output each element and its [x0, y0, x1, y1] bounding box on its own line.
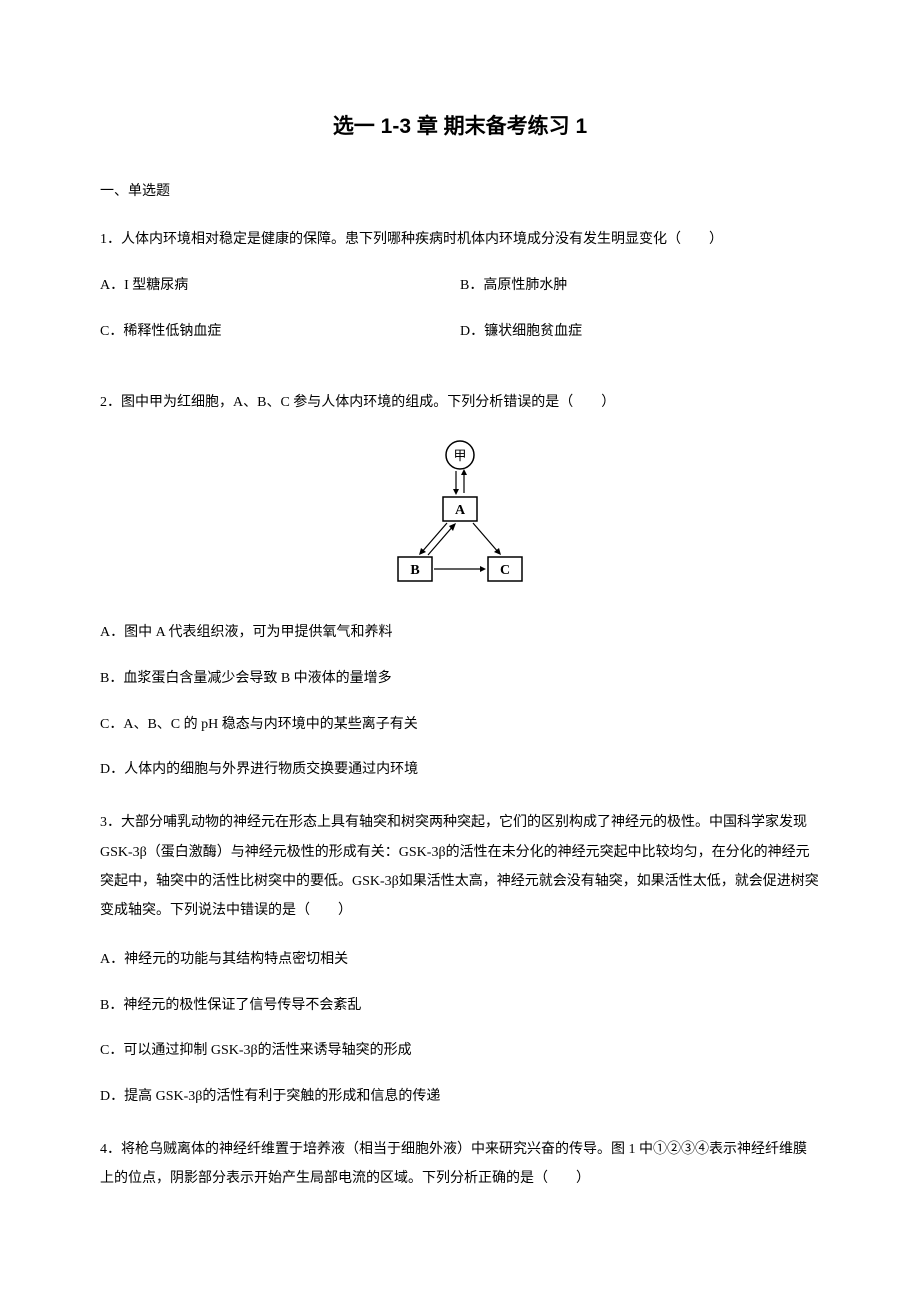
- node-b-label: B: [410, 563, 419, 578]
- node-jia-label: 甲: [453, 448, 466, 463]
- page-title: 选一 1-3 章 期末备考练习 1: [100, 110, 820, 140]
- question-1-text: 1．人体内环境相对稳定是健康的保障。患下列哪种疾病时机体内环境成分没有发生明显变…: [100, 228, 820, 252]
- question-2-option-c: C．A、B、C 的 pH 稳态与内环境中的某些离子有关: [100, 713, 820, 737]
- node-a-label: A: [455, 503, 466, 518]
- question-4: 4．将枪乌贼离体的神经纤维置于培养液（相当于细胞外液）中来研究兴奋的传导。图 1…: [100, 1135, 820, 1194]
- question-2-diagram: 甲 A B C: [100, 437, 820, 596]
- question-1-options: A．I 型糖尿病 B．高原性肺水肿 C．稀释性低钠血症 D．镰状细胞贫血症: [100, 274, 820, 366]
- question-3-text: 3．大部分哺乳动物的神经元在形态上具有轴突和树突两种突起，它们的区别构成了神经元…: [100, 808, 820, 926]
- question-4-text: 4．将枪乌贼离体的神经纤维置于培养液（相当于细胞外液）中来研究兴奋的传导。图 1…: [100, 1135, 820, 1194]
- section-header: 一、单选题: [100, 180, 820, 200]
- question-3-option-c: C．可以通过抑制 GSK-3β的活性来诱导轴突的形成: [100, 1039, 820, 1063]
- question-1-option-a: A．I 型糖尿病: [100, 274, 460, 298]
- arrowhead-up-1: [461, 469, 467, 475]
- question-2-option-b: B．血浆蛋白含量减少会导致 B 中液体的量增多: [100, 667, 820, 691]
- arrowhead-bc: [480, 566, 486, 572]
- question-3-option-d: D．提高 GSK-3β的活性有利于突触的形成和信息的传递: [100, 1085, 820, 1109]
- question-1-option-b: B．高原性肺水肿: [460, 274, 820, 298]
- question-1: 1．人体内环境相对稳定是健康的保障。患下列哪种疾病时机体内环境成分没有发生明显变…: [100, 228, 820, 365]
- arrow-a-c: [473, 523, 499, 553]
- question-2-option-d: D．人体内的细胞与外界进行物质交换要通过内环境: [100, 758, 820, 782]
- question-3-option-a: A．神经元的功能与其结构特点密切相关: [100, 948, 820, 972]
- question-2-options: A．图中 A 代表组织液，可为甲提供氧气和养料 B．血浆蛋白含量减少会导致 B …: [100, 621, 820, 782]
- question-2-option-a: A．图中 A 代表组织液，可为甲提供氧气和养料: [100, 621, 820, 645]
- question-1-option-d: D．镰状细胞贫血症: [460, 320, 820, 344]
- question-2: 2．图中甲为红细胞，A、B、C 参与人体内环境的组成。下列分析错误的是（ ） 甲…: [100, 391, 820, 782]
- question-3-options: A．神经元的功能与其结构特点密切相关 B．神经元的极性保证了信号传导不会紊乱 C…: [100, 948, 820, 1109]
- diagram-svg: 甲 A B C: [370, 437, 550, 587]
- node-c-label: C: [500, 563, 510, 578]
- question-3-option-b: B．神经元的极性保证了信号传导不会紊乱: [100, 994, 820, 1018]
- question-2-text: 2．图中甲为红细胞，A、B、C 参与人体内环境的组成。下列分析错误的是（ ）: [100, 391, 820, 415]
- question-3: 3．大部分哺乳动物的神经元在形态上具有轴突和树突两种突起，它们的区别构成了神经元…: [100, 808, 820, 1109]
- question-1-option-c: C．稀释性低钠血症: [100, 320, 460, 344]
- arrowhead-down-1: [453, 489, 459, 495]
